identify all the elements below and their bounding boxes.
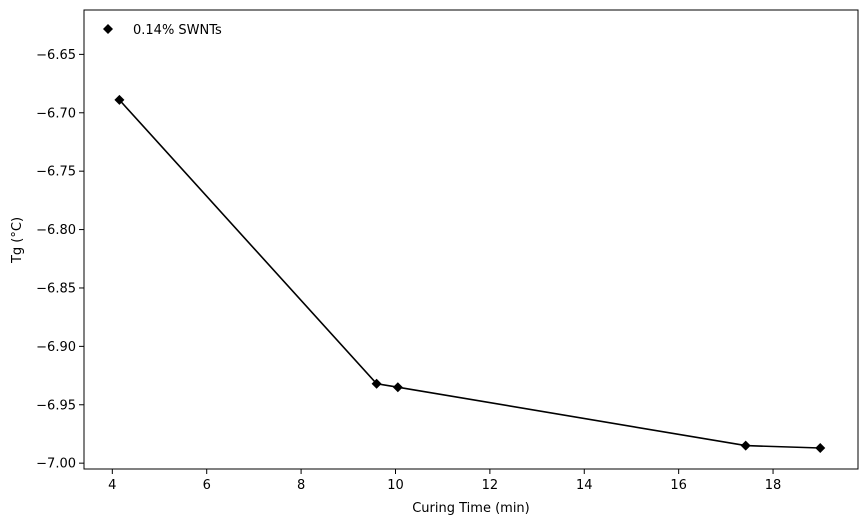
x-tick-label: 8 [297, 478, 305, 493]
x-tick-label: 12 [482, 478, 499, 493]
y-tick-label: −6.65 [36, 48, 76, 63]
y-tick-label: −6.75 [36, 165, 76, 180]
y-tick-label: −6.70 [36, 106, 76, 121]
x-tick-label: 10 [387, 478, 404, 493]
y-axis-label: Tg (°C) [10, 217, 25, 264]
x-tick-label: 4 [108, 478, 116, 493]
data-point [740, 440, 751, 451]
y-axis-ticks: −7.00 −6.95 −6.90 −6.85 −6.80 −6.75 −6.70 −6.65 [36, 48, 84, 472]
x-axis-ticks: 4 6 8 10 12 14 16 18 [108, 469, 781, 493]
x-tick-label: 16 [670, 478, 687, 493]
y-tick-label: −6.95 [36, 398, 76, 413]
y-tick-label: −6.85 [36, 281, 76, 296]
data-point [392, 382, 403, 393]
legend-marker-diamond-icon [103, 24, 113, 34]
legend: 0.14% SWNTs [103, 23, 222, 38]
data-point [815, 442, 826, 453]
y-tick-label: −6.90 [36, 340, 76, 355]
legend-label: 0.14% SWNTs [133, 23, 222, 38]
series-layer [114, 94, 826, 453]
x-tick-label: 14 [576, 478, 593, 493]
y-tick-label: −6.80 [36, 223, 76, 238]
x-tick-label: 6 [203, 478, 211, 493]
data-point [114, 94, 125, 105]
y-tick-label: −7.00 [36, 457, 76, 472]
x-tick-label: 18 [765, 478, 782, 493]
plot-area [83, 9, 859, 470]
x-axis-label: Curing Time (min) [412, 501, 530, 516]
data-point [371, 378, 382, 389]
